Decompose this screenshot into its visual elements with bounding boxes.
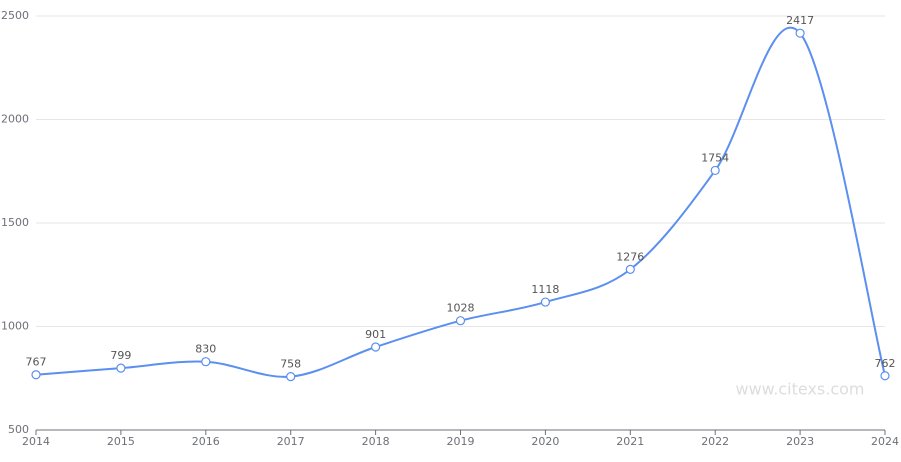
point — [455, 316, 466, 326]
point — [710, 165, 720, 176]
x-tick-label: 2020 — [531, 435, 559, 448]
data-label: 799 — [110, 349, 131, 362]
data-label: 1028 — [447, 302, 475, 315]
data-label: 2417 — [786, 14, 814, 27]
y-tick-label: 2000 — [1, 113, 29, 126]
data-label: 1276 — [616, 250, 644, 263]
point — [201, 357, 211, 367]
point — [540, 297, 551, 307]
data-label: 1118 — [531, 283, 559, 296]
x-tick-label: 2023 — [786, 435, 814, 448]
x-tick-label: 2022 — [701, 435, 729, 448]
data-label: 901 — [365, 328, 386, 341]
x-tick-label: 2021 — [616, 435, 644, 448]
x-tick-label: 2016 — [192, 435, 220, 448]
point — [880, 371, 890, 381]
x-tick-label: 2017 — [277, 435, 305, 448]
point — [371, 342, 381, 352]
x-tick-label: 2024 — [871, 435, 899, 448]
x-tick-label: 2019 — [447, 435, 475, 448]
point — [116, 363, 126, 373]
data-label: 762 — [875, 357, 896, 370]
data-label: 830 — [195, 343, 216, 356]
data-label: 1754 — [701, 151, 729, 164]
y-tick-label: 1000 — [1, 320, 29, 333]
y-tick-label: 2500 — [1, 9, 29, 22]
point — [795, 28, 805, 38]
x-tick-label: 2018 — [362, 435, 390, 448]
point — [625, 264, 635, 274]
y-tick-label: 500 — [8, 423, 29, 436]
x-tick-label: 2015 — [107, 435, 135, 448]
y-tick-label: 1500 — [1, 216, 29, 229]
watermark: www.citexs.com — [735, 380, 864, 399]
point — [31, 370, 41, 380]
data-label: 758 — [280, 358, 301, 371]
point — [286, 371, 296, 382]
x-tick-label: 2014 — [22, 435, 50, 448]
data-label: 767 — [26, 356, 47, 369]
